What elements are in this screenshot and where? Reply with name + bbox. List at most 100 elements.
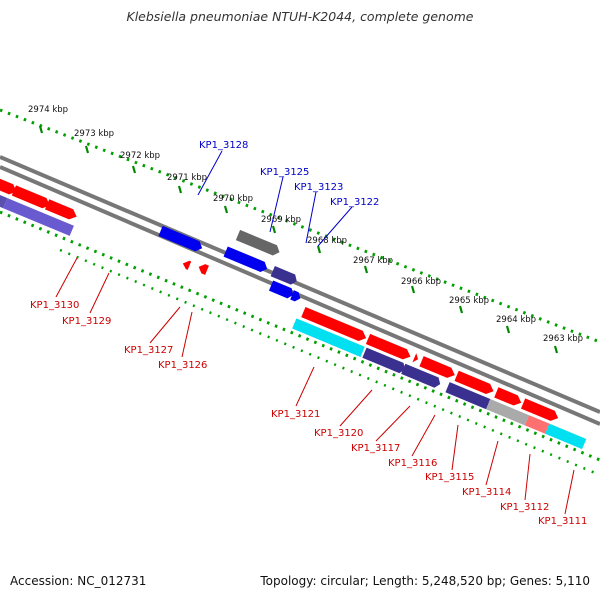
scale-tick bbox=[316, 245, 322, 254]
scale-ticks bbox=[38, 125, 559, 354]
leader-kp1-3115 bbox=[451, 424, 459, 471]
gene-block-gray bbox=[486, 399, 530, 426]
gene-label-kp1-3114: KP1_3114 bbox=[462, 487, 511, 498]
gene-arrow-red bbox=[182, 260, 192, 270]
gene-arrow-blue bbox=[223, 246, 268, 272]
scale-dots-upper bbox=[0, 108, 600, 344]
scale-label: 2963 kbp bbox=[543, 334, 583, 344]
leader-kp1-3127 bbox=[149, 306, 181, 344]
gene-block-cyan bbox=[545, 423, 587, 450]
scale-label: 2966 kbp bbox=[401, 277, 441, 287]
gene-arrow bbox=[365, 333, 411, 360]
gene-label-kp1-3127: KP1_3127 bbox=[124, 345, 173, 356]
scale-dots-inner bbox=[0, 210, 600, 462]
leader-kp1-3114 bbox=[485, 440, 499, 486]
scale-tick bbox=[363, 265, 369, 274]
scale-tick bbox=[553, 345, 559, 354]
gene-block bbox=[3, 198, 74, 236]
scale-label: 2967 kbp bbox=[353, 256, 393, 266]
upper-gene-labels: KP1_3128 KP1_3125 KP1_3123 KP1_3122 bbox=[199, 140, 379, 208]
gene-label-kp1-3112: KP1_3112 bbox=[500, 502, 549, 513]
gene-arrow bbox=[494, 387, 522, 406]
scale-label: 2964 kbp bbox=[496, 315, 536, 325]
scale-label: 2965 kbp bbox=[449, 296, 489, 306]
gene-label-kp1-3123: KP1_3123 bbox=[294, 182, 343, 193]
gene-label-kp1-3125: KP1_3125 bbox=[260, 167, 309, 178]
gene-arrow-gray bbox=[235, 229, 280, 256]
gene-arrow bbox=[301, 306, 367, 341]
scale-tick-labels: 2974 kbp 2973 kbp 2972 kbp 2971 kbp 2970 kbp… bbox=[28, 105, 583, 344]
scale-label: 2968 kbp bbox=[307, 236, 347, 246]
gene-label-kp1-3115: KP1_3115 bbox=[425, 472, 474, 483]
backbone-line-outer bbox=[0, 155, 600, 414]
gene-label-kp1-3129: KP1_3129 bbox=[62, 316, 111, 327]
scale-tick bbox=[84, 145, 90, 154]
gene-block-cyan bbox=[292, 318, 365, 357]
gene-label-kp1-3122: KP1_3122 bbox=[330, 197, 379, 208]
scale-label: 2970 kbp bbox=[213, 194, 253, 204]
gene-block-purple bbox=[445, 382, 491, 410]
leader-kp1-3117 bbox=[375, 405, 411, 442]
gene-arrow bbox=[44, 199, 77, 220]
gene-arrow-purple bbox=[401, 363, 441, 388]
gene-label-kp1-3120: KP1_3120 bbox=[314, 428, 363, 439]
gene-track-middle bbox=[158, 225, 301, 302]
scale-tick bbox=[38, 125, 44, 134]
gene-label-kp1-3117: KP1_3117 bbox=[351, 443, 400, 454]
lower-gene-labels: KP1_3130 KP1_3129 KP1_3127 KP1_3126 KP1_… bbox=[30, 300, 587, 527]
leader-kp1-3111 bbox=[564, 469, 575, 515]
gene-arrow bbox=[520, 398, 559, 421]
gene-label-kp1-3111: KP1_3111 bbox=[538, 516, 587, 527]
gene-arrow-blue bbox=[268, 280, 294, 299]
gene-arrow-red bbox=[198, 264, 209, 275]
scale-tick bbox=[458, 305, 464, 314]
gene-label-kp1-3116: KP1_3116 bbox=[388, 458, 437, 469]
scale-label: 2974 kbp bbox=[28, 105, 68, 115]
gene-label-kp1-3130: KP1_3130 bbox=[30, 300, 79, 311]
gene-track-right bbox=[292, 306, 587, 450]
gene-label-kp1-3128: KP1_3128 bbox=[199, 140, 248, 151]
leader-kp1-3122 bbox=[317, 206, 353, 247]
gene-block-pink bbox=[524, 415, 550, 434]
label-leaders bbox=[55, 150, 575, 515]
scale-tick bbox=[505, 325, 511, 334]
accession-text: Accession: NC_012731 bbox=[10, 574, 147, 588]
map-title: Klebsiella pneumoniae NTUH-K2044, comple… bbox=[126, 9, 474, 24]
scale-label: 2972 kbp bbox=[120, 151, 160, 161]
gene-arrow-blue bbox=[290, 290, 301, 302]
leader-kp1-3121 bbox=[295, 366, 315, 407]
scale-label: 2973 kbp bbox=[74, 129, 114, 139]
scale-tick bbox=[223, 205, 229, 214]
gene-arrow bbox=[11, 185, 50, 209]
scale-label: 2971 kbp bbox=[167, 173, 207, 183]
gene-arrow bbox=[0, 162, 17, 195]
leader-kp1-3129 bbox=[89, 272, 110, 314]
scale-dots-lower bbox=[59, 248, 600, 477]
gene-arrow-blue bbox=[158, 225, 203, 252]
gene-arrow-purple bbox=[362, 347, 406, 374]
leader-kp1-3125 bbox=[269, 176, 284, 233]
gene-arrow-purple bbox=[270, 266, 297, 285]
leader-kp1-3112 bbox=[524, 453, 531, 501]
gene-arrow bbox=[419, 356, 455, 378]
scale-tick bbox=[131, 165, 137, 174]
leader-kp1-3120 bbox=[339, 389, 373, 427]
backbone-line-inner bbox=[0, 165, 600, 426]
leader-kp1-3130 bbox=[55, 257, 78, 298]
gene-label-kp1-3126: KP1_3126 bbox=[158, 360, 207, 371]
leader-kp1-3126 bbox=[181, 311, 193, 358]
scale-tick bbox=[177, 185, 183, 194]
gene-label-kp1-3121: KP1_3121 bbox=[271, 409, 320, 420]
topology-text: Topology: circular; Length: 5,248,520 bp… bbox=[260, 574, 590, 588]
scale-tick bbox=[410, 285, 416, 294]
scale-label: 2969 kbp bbox=[261, 215, 301, 225]
leader-kp1-3128 bbox=[197, 150, 223, 196]
scale-tick bbox=[271, 225, 277, 234]
leader-kp1-3116 bbox=[411, 414, 436, 457]
leader-kp1-3123 bbox=[305, 191, 317, 244]
gene-track-left bbox=[0, 162, 77, 236]
gene-arrow bbox=[412, 353, 419, 363]
gene-arrow bbox=[454, 370, 494, 394]
